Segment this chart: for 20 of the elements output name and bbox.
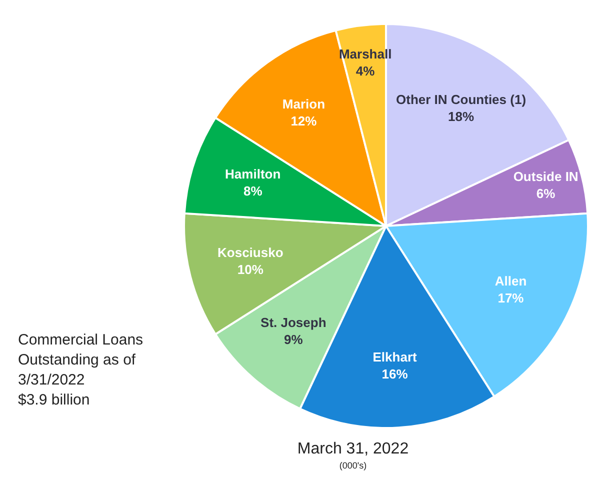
slice-label: Marion bbox=[282, 96, 326, 112]
data-label: 6% bbox=[536, 186, 556, 201]
slice-label: St. Joseph bbox=[260, 315, 326, 330]
text: (000's) bbox=[339, 460, 367, 470]
data-label: 8% bbox=[243, 184, 263, 199]
slice-label: Allen bbox=[494, 274, 527, 289]
slice-label: Outside IN bbox=[513, 168, 578, 184]
data-label: 12% bbox=[290, 114, 318, 129]
data-label: 16% bbox=[382, 366, 408, 382]
text: Commercial Loans Outstanding as of 3/31/2022 $3.9 billion bbox=[18, 332, 144, 408]
slice-label: Kosciusko bbox=[218, 244, 284, 260]
text: March 31, 2022 bbox=[297, 440, 409, 458]
data-label: 4% bbox=[356, 63, 376, 78]
slice-label: Hamilton bbox=[225, 166, 281, 182]
data-label: 18% bbox=[448, 108, 474, 124]
data-label: 17% bbox=[498, 290, 524, 306]
slice-label: Other IN Counties (1) bbox=[396, 92, 526, 107]
data-label: 9% bbox=[284, 332, 304, 348]
data-label: 10% bbox=[237, 262, 264, 277]
slice-label: Elkhart bbox=[372, 350, 418, 365]
